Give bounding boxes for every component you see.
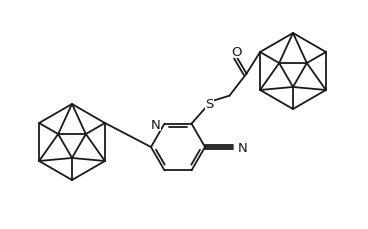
Text: S: S bbox=[205, 98, 214, 111]
Text: O: O bbox=[231, 46, 242, 59]
Text: N: N bbox=[238, 141, 248, 154]
Text: N: N bbox=[151, 119, 160, 131]
